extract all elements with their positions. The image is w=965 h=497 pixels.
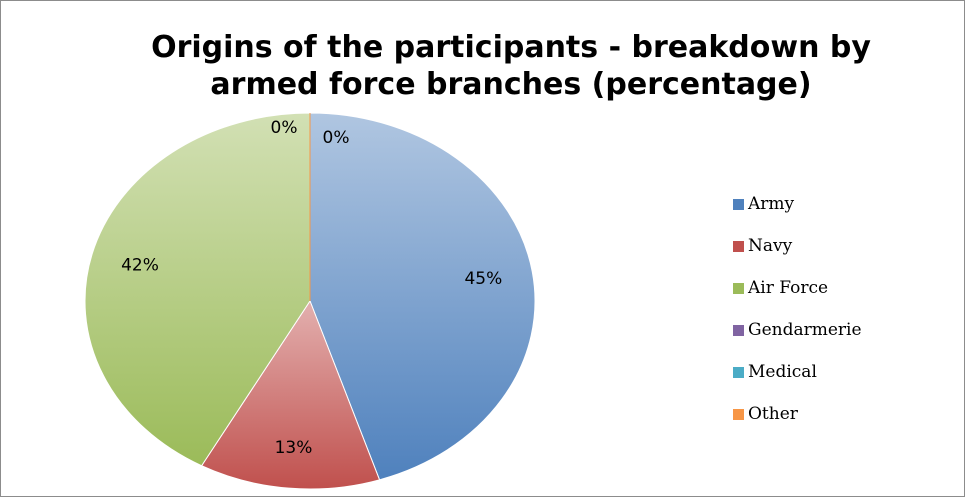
legend-label-air-force: Air Force	[748, 278, 829, 298]
legend-swatch-other	[733, 408, 744, 420]
legend-swatch-gendarmerie	[733, 324, 744, 336]
legend-item-navy: Navy	[733, 225, 862, 267]
legend-item-medical: Medical	[733, 351, 862, 393]
legend-swatch-navy	[733, 240, 744, 252]
legend-label-army: Army	[748, 194, 795, 214]
pie-slice-army	[309, 112, 536, 481]
legend-swatch-air-force	[733, 282, 744, 294]
legend-label-navy: Navy	[748, 236, 793, 256]
legend-label-medical: Medical	[748, 362, 817, 382]
chart-legend: Army Navy Air Force Gendarmerie Medical …	[733, 183, 862, 435]
legend-label-gendarmerie: Gendarmerie	[748, 320, 862, 340]
pie-slice-air-force	[84, 112, 311, 467]
legend-label-other: Other	[748, 404, 798, 424]
data-label-air-force: 42%	[121, 256, 159, 276]
legend-swatch-medical	[733, 366, 744, 378]
data-label-navy: 13%	[275, 438, 313, 458]
legend-item-gendarmerie: Gendarmerie	[733, 309, 862, 351]
legend-item-air-force: Air Force	[733, 267, 862, 309]
legend-item-army: Army	[733, 183, 862, 225]
data-label-army: 45%	[464, 269, 502, 289]
data-label-other: 0%	[323, 128, 350, 148]
legend-item-other: Other	[733, 393, 862, 435]
data-label-medical: 0%	[271, 118, 298, 138]
chart-title-line-2: armed force branches (percentage)	[210, 67, 812, 102]
legend-swatch-army	[733, 198, 744, 210]
chart-title: Origins of the participants - breakdown …	[151, 29, 871, 103]
pie-slice-navy	[200, 299, 381, 490]
chart-title-line-1: Origins of the participants - breakdown …	[151, 30, 871, 65]
